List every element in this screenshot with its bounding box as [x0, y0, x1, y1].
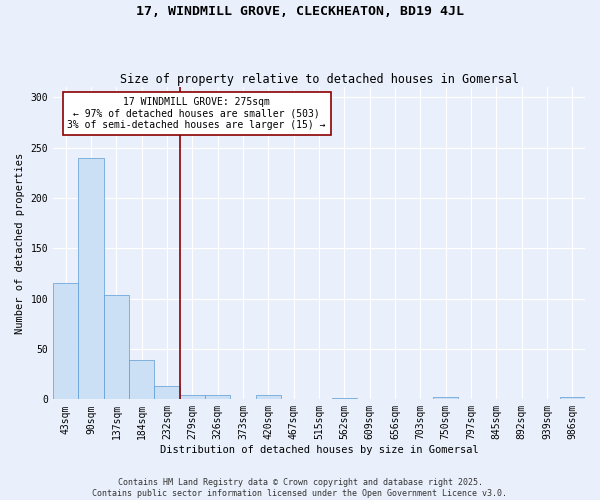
Bar: [560, 398, 585, 400]
Bar: [154, 386, 179, 400]
X-axis label: Distribution of detached houses by size in Gomersal: Distribution of detached houses by size …: [160, 445, 478, 455]
Text: Contains HM Land Registry data © Crown copyright and database right 2025.
Contai: Contains HM Land Registry data © Crown c…: [92, 478, 508, 498]
Bar: [332, 398, 357, 400]
Title: Size of property relative to detached houses in Gomersal: Size of property relative to detached ho…: [119, 73, 518, 86]
Bar: [104, 294, 129, 400]
Text: 17 WINDMILL GROVE: 275sqm
← 97% of detached houses are smaller (503)
3% of semi-: 17 WINDMILL GROVE: 275sqm ← 97% of detac…: [67, 96, 326, 130]
Bar: [129, 360, 154, 400]
Bar: [433, 398, 458, 400]
Bar: [53, 282, 79, 400]
Text: 17, WINDMILL GROVE, CLECKHEATON, BD19 4JL: 17, WINDMILL GROVE, CLECKHEATON, BD19 4J…: [136, 5, 464, 18]
Y-axis label: Number of detached properties: Number of detached properties: [15, 152, 25, 334]
Bar: [256, 396, 281, 400]
Bar: [79, 158, 104, 400]
Bar: [205, 396, 230, 400]
Bar: [179, 396, 205, 400]
